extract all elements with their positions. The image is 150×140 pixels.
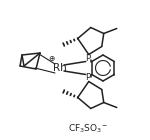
Text: $\oplus$: $\oplus$: [48, 53, 56, 62]
Text: CF$_3$SO$_3$$^{-}$: CF$_3$SO$_3$$^{-}$: [68, 123, 108, 135]
Text: P: P: [85, 73, 90, 82]
Text: Rh: Rh: [53, 63, 67, 73]
Text: P: P: [85, 54, 90, 63]
